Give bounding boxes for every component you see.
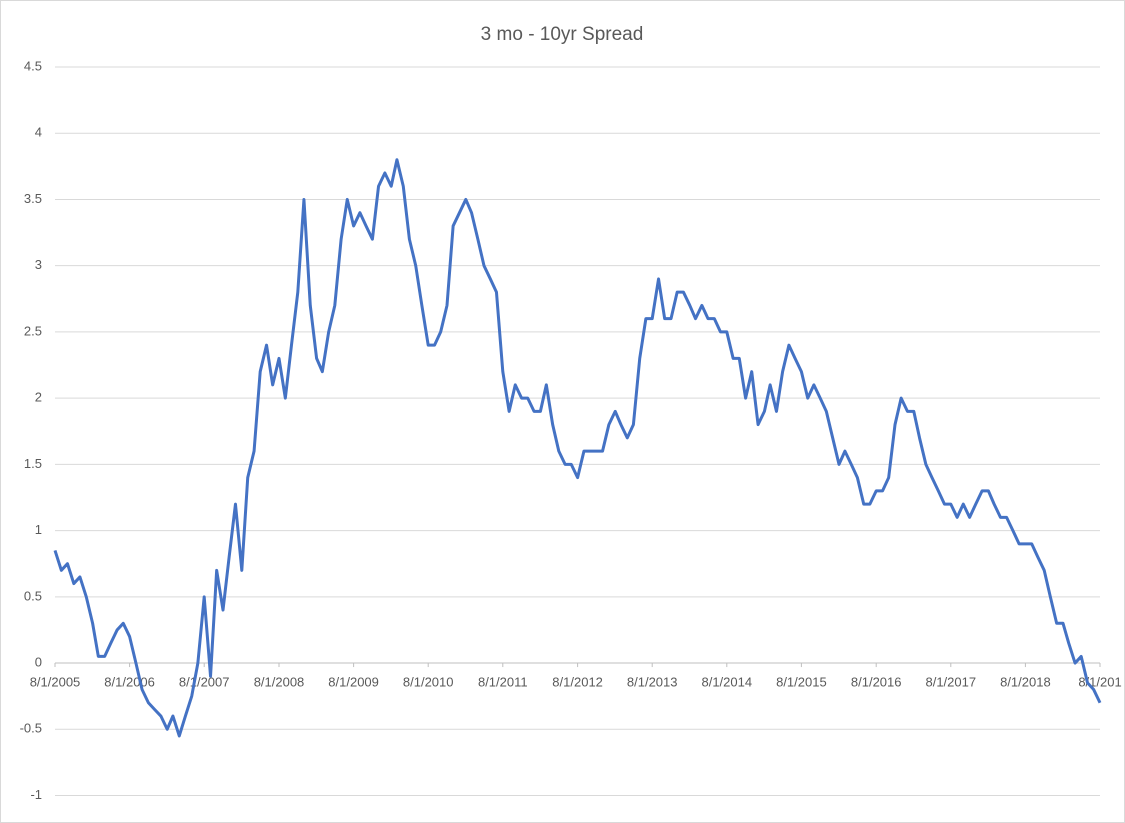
- chart-title: 3 mo - 10yr Spread: [481, 24, 644, 45]
- y-tick-label: -0.5: [20, 721, 42, 736]
- x-tick-label: 8/1/2015: [776, 674, 827, 689]
- x-tick-label: 8/1/2013: [627, 674, 678, 689]
- x-tick-label: 8/1/2014: [701, 674, 752, 689]
- x-tick-label: 8/1/2006: [104, 674, 155, 689]
- x-tick-label: 8/1/2012: [552, 674, 603, 689]
- y-tick-label: 1.5: [24, 456, 42, 471]
- x-tick-label: 8/1/2011: [478, 674, 528, 689]
- y-tick-label: 2.5: [24, 323, 42, 338]
- x-tick-label: 8/1/2017: [925, 674, 976, 689]
- x-tick-label: 8/1/2007: [179, 674, 230, 689]
- x-tick-label: 8/1/2010: [403, 674, 454, 689]
- x-tick-label: 8/1/2018: [1000, 674, 1051, 689]
- y-tick-label: 0.5: [24, 588, 42, 603]
- y-tick-label: 4.5: [24, 58, 42, 73]
- y-tick-label: 3.5: [24, 191, 42, 206]
- y-tick-label: 1: [35, 522, 42, 537]
- y-tick-label: 2: [35, 390, 42, 405]
- y-tick-label: 4: [35, 125, 42, 140]
- x-tick-label: 8/1/2016: [851, 674, 902, 689]
- x-tick-label: 8/1/2005: [30, 674, 81, 689]
- y-tick-label: 3: [35, 257, 42, 272]
- y-tick-label: -1: [30, 787, 42, 802]
- y-tick-label: 0: [35, 654, 42, 669]
- series-line: [53, 158, 1102, 738]
- x-tick-label: 8/1/2009: [328, 674, 379, 689]
- x-tick-label: 8/1/2008: [254, 674, 305, 689]
